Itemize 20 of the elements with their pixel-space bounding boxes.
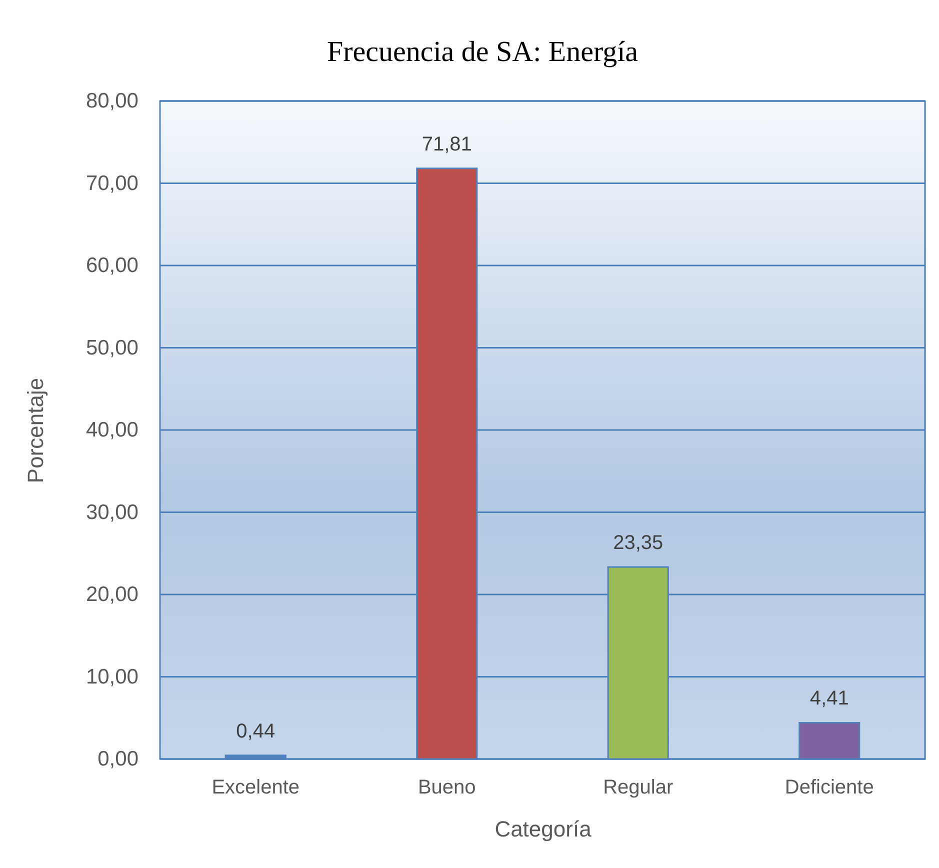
x-axis-title: Categoría — [494, 816, 592, 842]
y-tick-label: 0,00 — [98, 748, 138, 770]
x-tick-label: Deficiente — [784, 776, 874, 798]
y-tick-label: 10,00 — [86, 665, 138, 688]
y-tick-label: 40,00 — [86, 418, 138, 442]
chart-title: Frecuencia de SA: Energía — [326, 36, 638, 68]
data-label: 71,81 — [422, 133, 472, 156]
y-tick-label: 70,00 — [86, 172, 138, 195]
y-tick-label: 50,00 — [86, 336, 138, 360]
y-tick-label: 60,00 — [86, 254, 138, 277]
data-label: 0,44 — [236, 720, 276, 742]
x-tick-label: Excelente — [212, 776, 300, 798]
y-axis-title: Porcentaje — [22, 378, 48, 484]
y-tick-label: 20,00 — [86, 583, 138, 606]
data-label: 23,35 — [613, 532, 664, 554]
data-label: 4,41 — [810, 688, 849, 710]
y-tick-label: 80,00 — [86, 90, 138, 112]
x-tick-label: Regular — [603, 776, 674, 798]
x-tick-label: Bueno — [418, 776, 476, 798]
y-tick-label: 30,00 — [86, 500, 138, 524]
